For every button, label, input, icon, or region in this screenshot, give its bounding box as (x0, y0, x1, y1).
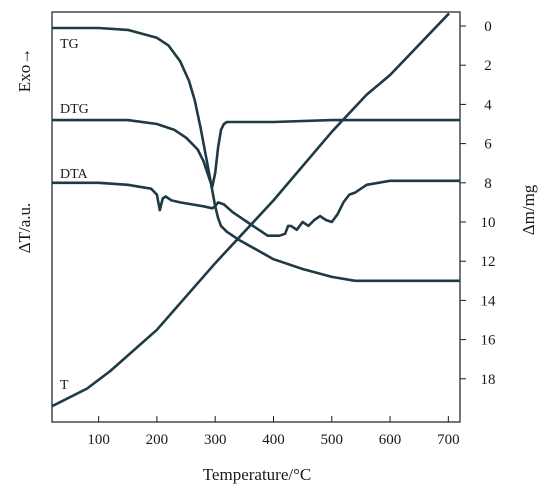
series-dtg-label: DTG (60, 102, 89, 117)
right-y-axis-ticks: 0 2 4 6 8 10 12 14 16 18 (460, 19, 496, 388)
curve-labels: TG DTG DTA T (60, 37, 89, 393)
x-tick-label: 500 (321, 432, 344, 448)
curves (52, 14, 460, 406)
series-t-line (52, 14, 448, 406)
right-y-tick-label: 6 (484, 137, 492, 153)
x-axis-ticks: 100 200 300 400 500 600 700 (87, 416, 459, 448)
right-y-tick-label: 10 (481, 215, 496, 231)
series-dta-line (52, 181, 460, 236)
series-dta-label: DTA (60, 167, 89, 182)
series-tg-label: TG (60, 37, 79, 52)
right-y-tick-label: 8 (484, 176, 492, 192)
right-y-tick-label: 14 (481, 293, 497, 309)
x-tick-label: 100 (87, 432, 110, 448)
right-y-tick-label: 16 (481, 333, 497, 349)
x-tick-label: 700 (437, 432, 460, 448)
right-y-tick-label: 0 (484, 19, 492, 35)
series-t-label: T (60, 378, 69, 393)
x-tick-label: 400 (262, 432, 285, 448)
right-y-axis-title: Δm/mg (519, 184, 538, 235)
left-y-axis-exo-label: Exo→ (15, 48, 34, 92)
x-axis-title: Temperature/°C (203, 465, 312, 484)
x-tick-label: 600 (379, 432, 402, 448)
x-tick-label: 200 (146, 432, 169, 448)
right-y-tick-label: 18 (481, 372, 496, 388)
series-dtg-line (52, 120, 460, 187)
right-y-tick-label: 4 (484, 97, 492, 113)
plot-frame (52, 12, 460, 422)
right-y-tick-label: 2 (484, 58, 492, 74)
right-y-tick-label: 12 (481, 254, 496, 270)
x-tick-label: 300 (204, 432, 227, 448)
left-y-axis-title: ΔT/a.u. (15, 203, 34, 254)
